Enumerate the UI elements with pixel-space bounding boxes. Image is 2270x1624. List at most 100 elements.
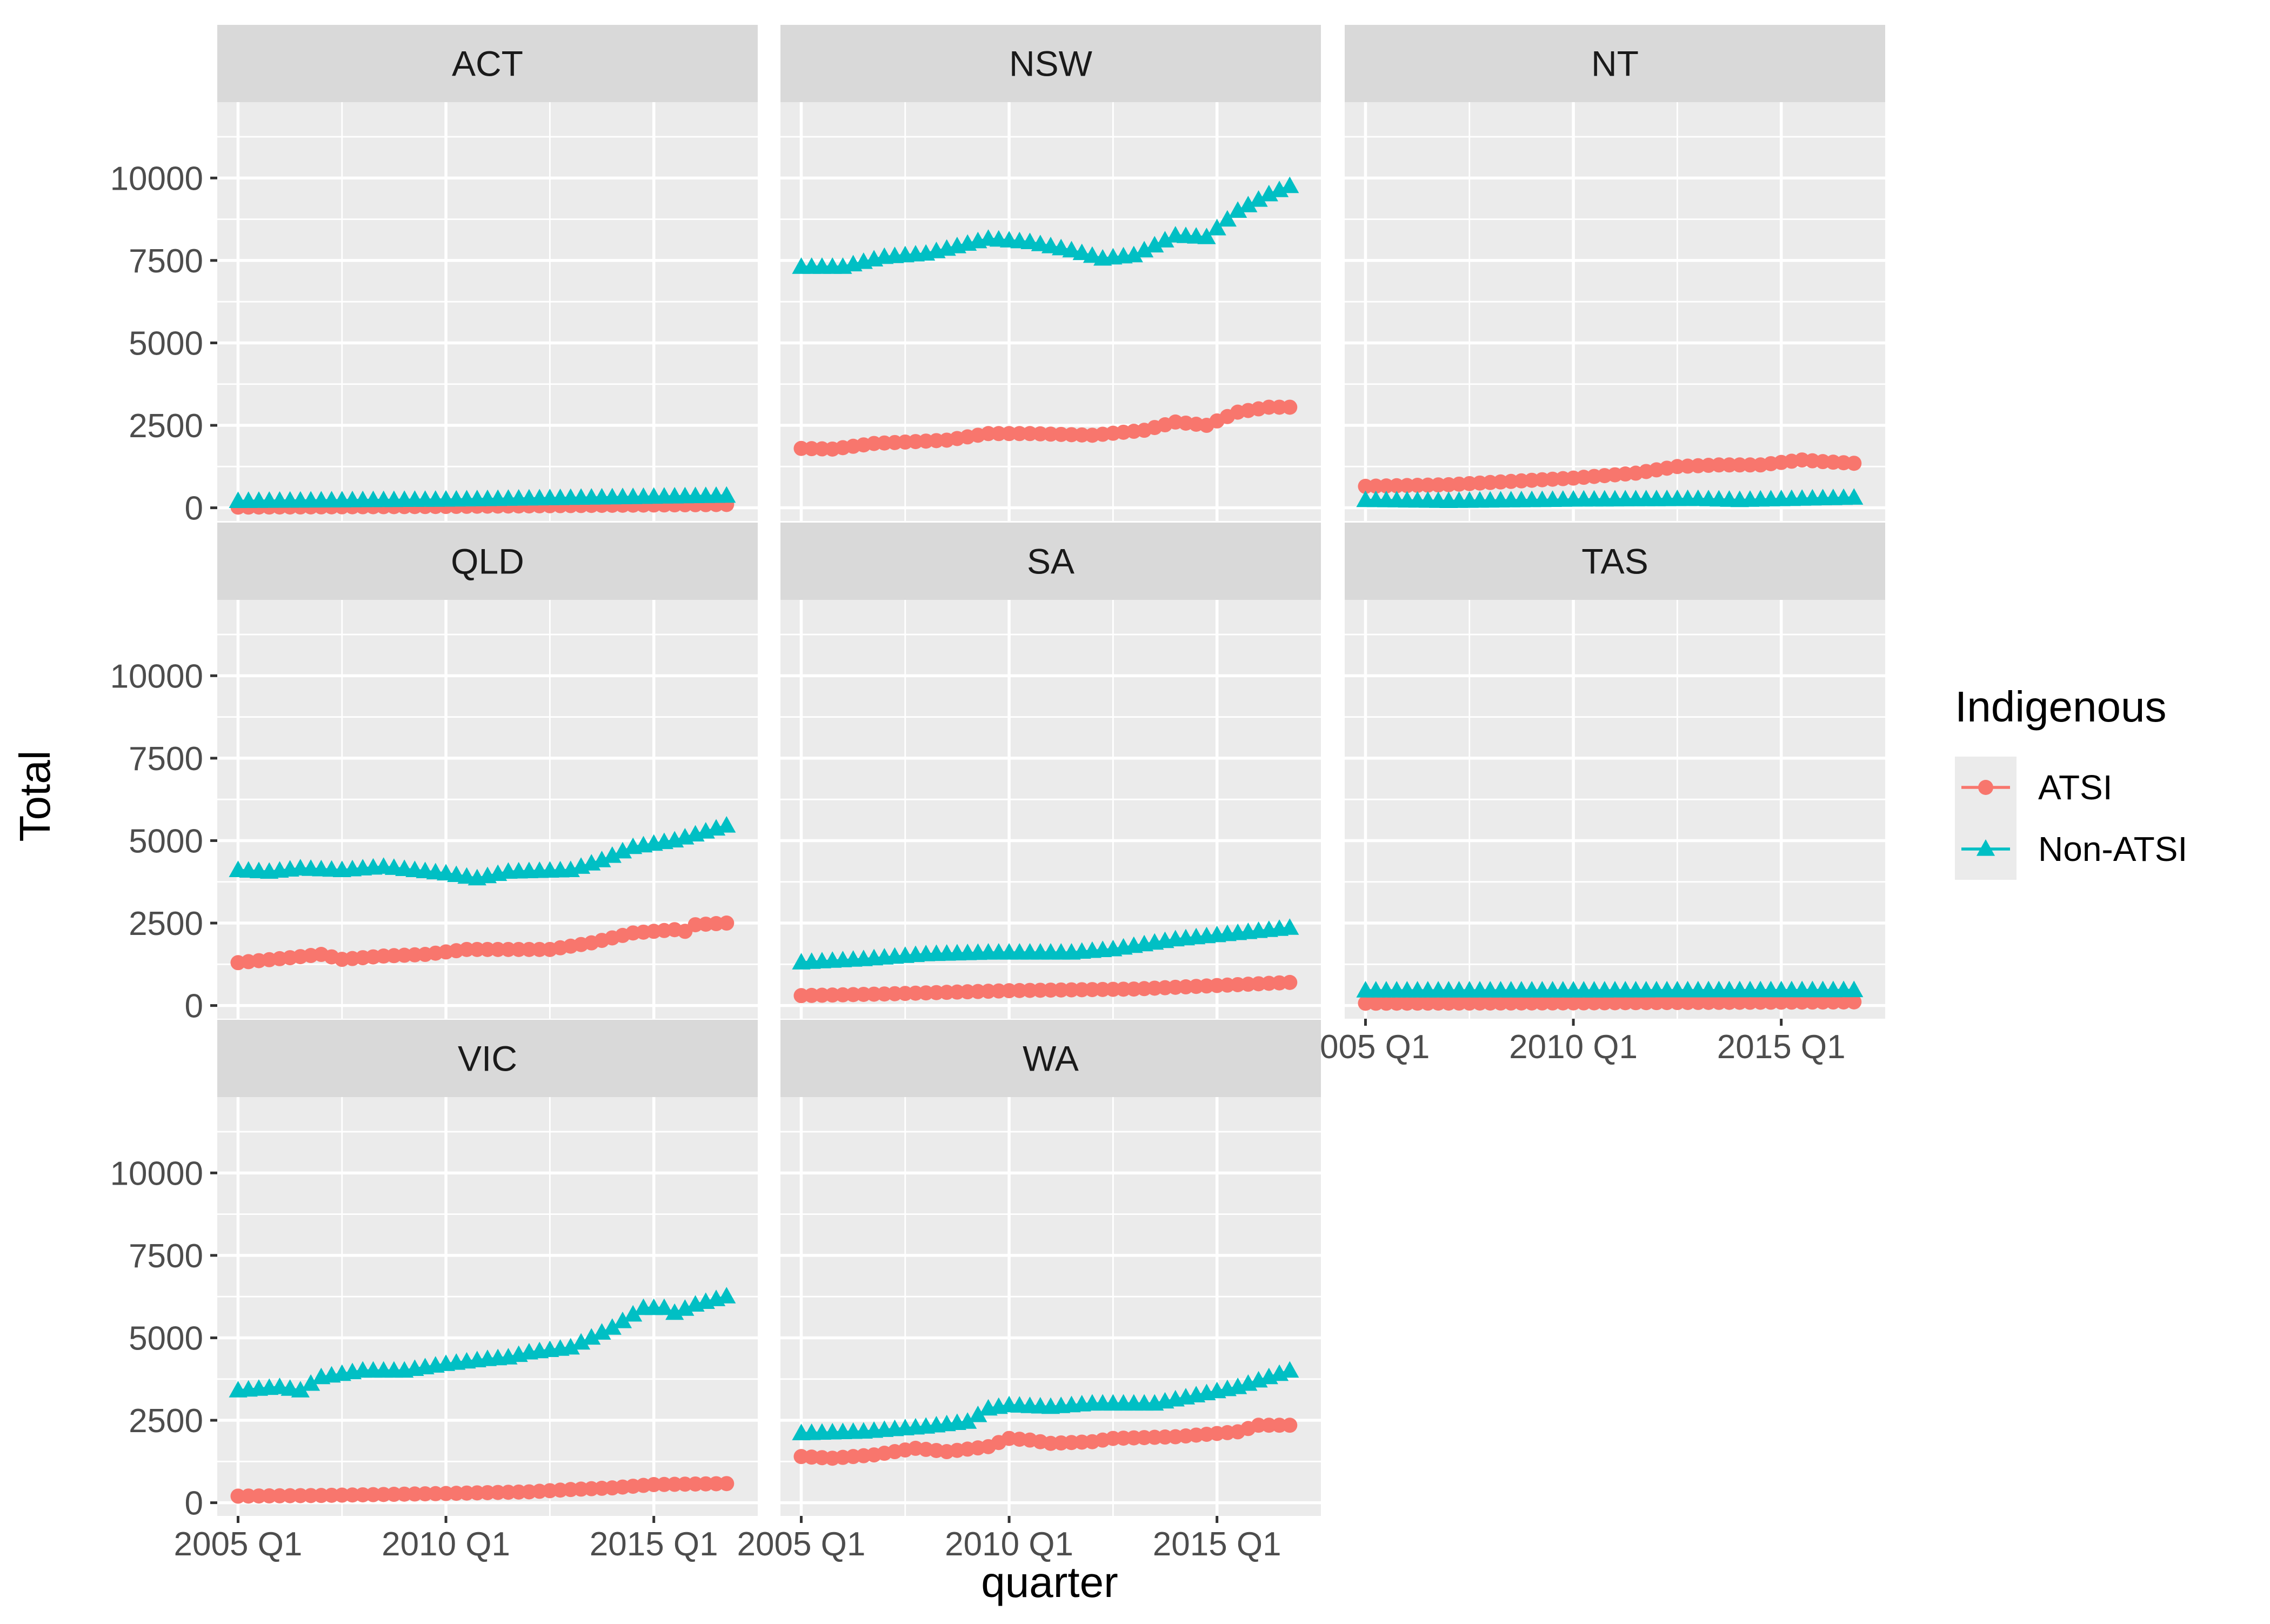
x-tick-label: 2015 Q1 [1717,1028,1846,1066]
data-point-non-atsi [1280,918,1299,935]
data-point-non-atsi [1249,190,1268,207]
data-point-atsi [480,941,495,957]
y-tick-label: 2500 [129,1402,203,1440]
data-point-non-atsi [1280,176,1299,193]
data-point-non-atsi [561,1338,580,1355]
data-point-non-atsi [582,1328,601,1345]
data-point-non-atsi [1062,240,1081,258]
data-point-atsi [1763,994,1779,1010]
plot-area-tas [1345,600,1885,1019]
series-atsi-wa [793,1418,1298,1466]
data-point-atsi [1794,994,1810,1010]
data-point-non-atsi [958,1412,977,1429]
data-point-non-atsi [1845,488,1864,505]
data-point-atsi [1701,994,1717,1010]
data-point-atsi [1524,995,1540,1011]
data-point-atsi [1399,995,1415,1011]
data-point-atsi [1773,994,1789,1010]
strip-vic [217,1020,758,1097]
y-tick-label: 10000 [110,160,203,197]
data-point-non-atsi [1145,236,1164,253]
data-point-non-atsi [1083,246,1101,263]
data-point-atsi [1742,994,1758,1010]
data-point-atsi [511,941,526,957]
data-point-non-atsi [655,1298,673,1315]
data-point-non-atsi [969,1405,987,1422]
data-point-atsi [1282,974,1298,990]
data-point-non-atsi [592,851,611,867]
data-point-atsi [1282,399,1298,415]
legend-key-circle [1978,780,1993,795]
data-point-atsi [1753,994,1768,1010]
data-point-atsi [1002,426,1017,442]
y-axis-title: Total [11,751,59,842]
strip-label-wa: WA [1023,1039,1079,1079]
x-tick-label: 2010 Q1 [1509,1028,1638,1066]
strip-label-tas: TAS [1581,542,1648,582]
y-tick-label: 0 [185,490,203,527]
legend-entry-non-atsi: Non-ATSI [1955,818,2187,880]
series-non-atsi-nt [1356,488,1864,508]
data-point-atsi [1461,995,1477,1011]
data-point-non-atsi [1072,243,1091,260]
data-point-atsi [1618,995,1633,1011]
panel-nt: NT [1345,25,1885,521]
data-point-non-atsi [1280,1361,1299,1378]
data-point-atsi [1721,994,1737,1010]
data-point-atsi [459,941,475,957]
legend-key-triangle [1976,839,1995,856]
data-point-atsi [1721,457,1737,473]
data-point-atsi [1358,995,1373,1011]
data-point-atsi [1555,995,1571,1011]
data-point-non-atsi [1135,240,1154,258]
gridlines-vic [217,1097,758,1516]
legend-entry-atsi: ATSI [1955,757,2113,818]
series-atsi-sa [793,974,1298,1004]
y-tick-label: 7500 [129,243,203,280]
data-point-non-atsi [302,1374,321,1391]
data-point-non-atsi [1020,232,1039,249]
data-point-atsi [1472,995,1487,1011]
strip-nt [1345,25,1885,102]
data-point-atsi [1410,995,1425,1011]
panel-act: ACT 0 2500 5000 7500 10000 [110,25,758,527]
data-point-atsi [292,1488,308,1503]
data-point-atsi [1272,399,1287,415]
data-point-atsi [1272,1418,1287,1433]
legend-title: Indigenous [1955,683,2166,731]
strip-tas [1345,523,1885,600]
plot-area-nsw [780,102,1321,521]
data-point-atsi [1251,1418,1266,1433]
data-point-atsi [1638,995,1654,1011]
gridlines-act [217,102,758,521]
strip-sa [780,523,1321,600]
data-point-atsi [272,1488,288,1503]
data-point-non-atsi [613,1312,632,1328]
y-tick-label: 0 [185,988,203,1025]
series-atsi-qld [230,915,735,971]
data-point-atsi [719,915,735,931]
data-point-atsi [1648,995,1664,1011]
data-point-atsi [1846,994,1862,1010]
series-atsi-nt [1358,452,1862,494]
y-tick-label: 10000 [110,658,203,695]
data-point-atsi [980,426,996,442]
data-point-atsi [1732,457,1747,473]
strip-qld [217,523,758,600]
data-point-non-atsi [1207,218,1226,236]
data-point-atsi [1503,995,1519,1011]
data-point-atsi [521,941,537,957]
data-point-atsi [1680,994,1695,1010]
facet-panels: ACT 0 2500 5000 7500 10000 NSW NT QLD 0 2500 5000 75… [110,25,1885,1563]
data-point-atsi [991,426,1006,442]
data-point-atsi [1825,994,1841,1010]
data-point-atsi [1586,995,1602,1011]
panel-nsw: NSW [780,25,1321,521]
y-tick-label: 10000 [110,1155,203,1192]
series-non-atsi-nsw [792,176,1299,274]
data-point-atsi [532,941,548,957]
data-point-atsi [1805,994,1820,1010]
series-non-atsi-act [229,486,736,508]
